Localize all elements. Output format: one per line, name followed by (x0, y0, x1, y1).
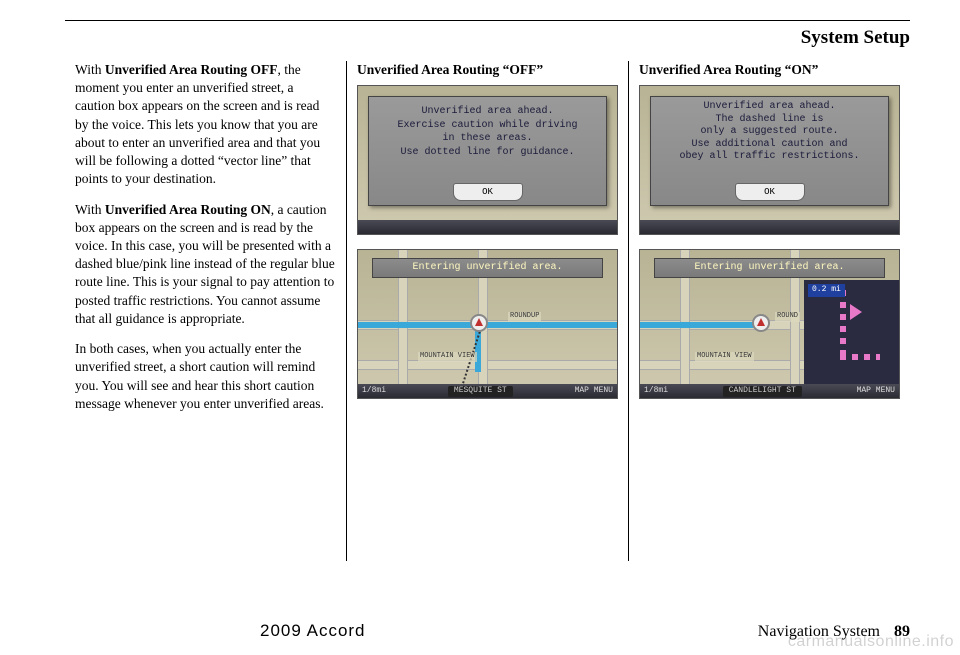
column-on: Unverified Area Routing “ON” Unverified … (628, 61, 910, 561)
dialog-off: Unverified area ahead. Exercise caution … (368, 96, 607, 206)
street-name-on: CANDLELIGHT ST (723, 386, 802, 397)
p2-pre: With (75, 202, 105, 217)
street-roundup: ROUNDUP (508, 312, 541, 321)
turn-arrow-icon (850, 304, 862, 320)
map-menu-on[interactable]: MAP MENU (857, 386, 895, 397)
p1-bold: Unverified Area Routing OFF (105, 62, 278, 77)
column-text: With Unverified Area Routing OFF, the mo… (65, 61, 346, 561)
dialog-on-l5: obey all traffic restrictions. (651, 151, 888, 164)
bottom-bar-off-1 (358, 220, 617, 234)
street-name-off: MESQUITE ST (448, 386, 513, 397)
paragraph-1: With Unverified Area Routing OFF, the mo… (75, 61, 336, 189)
watermark: carmanualsonline.info (788, 633, 954, 651)
screenshot-off-map: ROUNDUP MOUNTAIN VIEW Entering unverifie… (357, 249, 618, 399)
scale-on: 1/8mi (644, 386, 668, 397)
p1-post: , the moment you enter an unverified str… (75, 62, 320, 186)
dialog-off-l2: Exercise caution while driving (369, 119, 606, 133)
heading-off: Unverified Area Routing “OFF” (357, 61, 618, 79)
street-mountain-off: MOUNTAIN VIEW (418, 352, 477, 361)
screenshot-off-dialog: Unverified area ahead. Exercise caution … (357, 85, 618, 235)
p2-post: , a caution box appears on the screen an… (75, 202, 335, 326)
page-footer: 2009 Accord Navigation System 89 (0, 621, 910, 641)
column-off: Unverified Area Routing “OFF” Unverified… (346, 61, 628, 561)
banner-on: Entering unverified area. (654, 258, 885, 278)
paragraph-3: In both cases, when you actually enter t… (75, 340, 336, 413)
scale-off: 1/8mi (362, 386, 386, 397)
dialog-off-l4: Use dotted line for guidance. (369, 146, 606, 160)
map-menu-off[interactable]: MAP MENU (575, 386, 613, 397)
model-year: 2009 Accord (260, 621, 366, 641)
bottom-bar-off-2: 1/8mi MESQUITE ST MAP MENU (358, 384, 617, 398)
distance-badge: 0.2 mi (808, 284, 845, 297)
dialog-on-l1: Unverified area ahead. (651, 101, 888, 114)
screenshot-on-map: 0.2 mi ROUND MOUNTAIN VIEW Entering unve… (639, 249, 900, 399)
dialog-on: Unverified area ahead. The dashed line i… (650, 96, 889, 206)
paragraph-2: With Unverified Area Routing ON, a cauti… (75, 201, 336, 329)
dialog-on-l2: The dashed line is (651, 114, 888, 127)
bottom-bar-on-2: 1/8mi CANDLELIGHT ST MAP MENU (640, 384, 899, 398)
screenshot-on-dialog: Unverified area ahead. The dashed line i… (639, 85, 900, 235)
ok-button-on[interactable]: OK (735, 183, 805, 201)
dialog-off-l3: in these areas. (369, 132, 606, 146)
dialog-off-l1: Unverified area ahead. (369, 105, 606, 119)
bottom-bar-on-1 (640, 220, 899, 234)
dialog-on-l4: Use additional caution and (651, 139, 888, 152)
street-round: ROUND (775, 312, 800, 321)
dialog-on-l3: only a suggested route. (651, 126, 888, 139)
ok-button-off[interactable]: OK (453, 183, 523, 201)
heading-on: Unverified Area Routing “ON” (639, 61, 900, 79)
p1-pre: With (75, 62, 105, 77)
page-header: System Setup (65, 27, 910, 49)
street-mountain-on: MOUNTAIN VIEW (695, 352, 754, 361)
p2-bold: Unverified Area Routing ON (105, 202, 271, 217)
banner-off: Entering unverified area. (372, 258, 603, 278)
